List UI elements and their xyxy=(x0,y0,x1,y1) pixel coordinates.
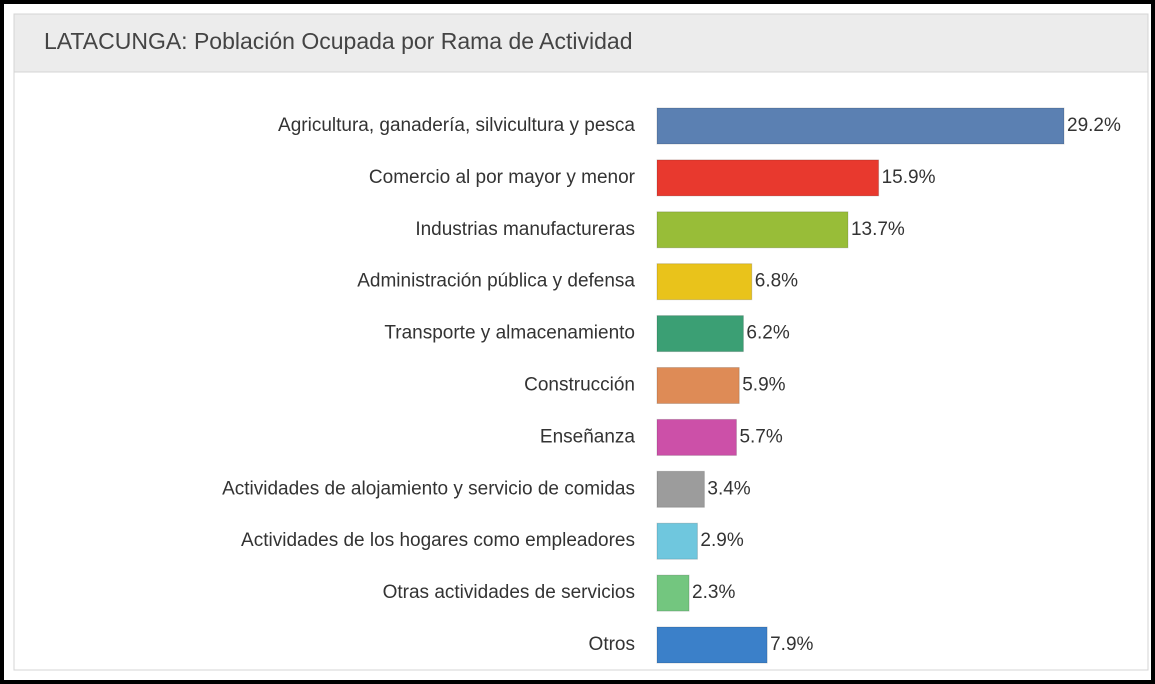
value-label: 3.4% xyxy=(707,478,750,499)
value-label: 15.9% xyxy=(882,167,936,188)
bar xyxy=(656,211,849,249)
value-label: 6.2% xyxy=(746,323,789,344)
category-label: Administración pública y defensa xyxy=(357,271,635,292)
value-label: 7.9% xyxy=(770,634,813,655)
bar xyxy=(656,315,744,353)
value-label: 6.8% xyxy=(755,271,798,292)
bar xyxy=(656,626,768,664)
category-label: Industrias manufactureras xyxy=(415,219,635,240)
category-label: Agricultura, ganadería, silvicultura y p… xyxy=(278,115,635,136)
panel xyxy=(13,71,1149,671)
category-label: Otras actividades de servicios xyxy=(383,582,635,603)
value-label: 5.9% xyxy=(742,375,785,396)
value-label: 29.2% xyxy=(1067,115,1121,136)
value-label: 13.7% xyxy=(851,219,905,240)
bar xyxy=(656,263,753,301)
chart-title: LATACUNGA: Población Ocupada por Rama de… xyxy=(44,28,633,54)
bar xyxy=(656,418,737,456)
category-label: Comercio al por mayor y menor xyxy=(369,167,636,188)
value-label: 2.9% xyxy=(700,530,743,551)
bar xyxy=(656,522,698,560)
header xyxy=(13,13,1149,73)
category-label: Construcción xyxy=(524,375,635,396)
value-label: 5.7% xyxy=(739,426,782,447)
bar xyxy=(656,574,690,612)
category-label: Actividades de los hogares como empleado… xyxy=(241,530,635,551)
bar xyxy=(656,107,1065,145)
category-label: Enseñanza xyxy=(540,426,636,447)
bar xyxy=(656,470,705,508)
bar xyxy=(656,367,740,404)
category-label: Otros xyxy=(589,634,635,655)
bar xyxy=(656,159,880,197)
category-label: Actividades de alojamiento y servicio de… xyxy=(222,478,635,499)
value-label: 2.3% xyxy=(692,582,735,603)
category-label: Transporte y almacenamiento xyxy=(384,323,635,344)
